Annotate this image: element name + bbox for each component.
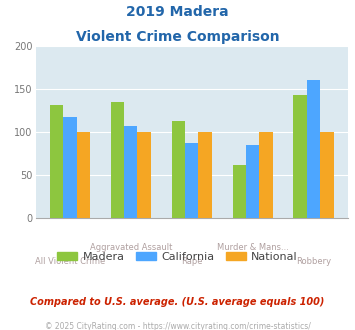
Bar xyxy=(63,117,77,218)
Legend: Madera, California, National: Madera, California, National xyxy=(53,248,302,267)
Bar xyxy=(50,105,63,218)
Text: Robbery: Robbery xyxy=(296,257,331,266)
Text: 2019 Madera: 2019 Madera xyxy=(126,5,229,19)
Bar xyxy=(246,145,260,218)
Bar xyxy=(137,132,151,218)
Bar xyxy=(111,102,124,218)
Text: Compared to U.S. average. (U.S. average equals 100): Compared to U.S. average. (U.S. average … xyxy=(30,297,325,307)
Text: Violent Crime Comparison: Violent Crime Comparison xyxy=(76,30,279,44)
Bar xyxy=(171,121,185,218)
Text: © 2025 CityRating.com - https://www.cityrating.com/crime-statistics/: © 2025 CityRating.com - https://www.city… xyxy=(45,322,310,330)
Bar xyxy=(77,132,90,218)
Bar xyxy=(185,143,198,218)
Text: Murder & Mans...: Murder & Mans... xyxy=(217,243,289,252)
Text: Aggravated Assault: Aggravated Assault xyxy=(89,243,172,252)
Text: All Violent Crime: All Violent Crime xyxy=(35,257,105,266)
Text: Rape: Rape xyxy=(181,257,202,266)
Bar xyxy=(294,95,307,218)
Bar xyxy=(260,132,273,218)
Bar xyxy=(320,132,334,218)
Bar xyxy=(124,126,137,218)
Bar xyxy=(198,132,212,218)
Bar xyxy=(233,165,246,218)
Bar xyxy=(307,80,320,218)
